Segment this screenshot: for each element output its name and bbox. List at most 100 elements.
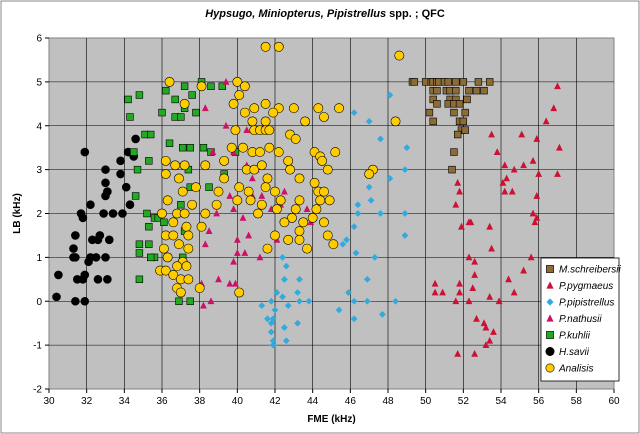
data-point bbox=[157, 208, 167, 219]
data-point bbox=[343, 236, 350, 244]
data-point bbox=[180, 82, 189, 90]
data-point bbox=[230, 205, 237, 213]
data-point bbox=[365, 183, 373, 191]
data-point bbox=[319, 217, 329, 228]
data-point bbox=[219, 173, 230, 184]
data-point bbox=[279, 253, 286, 261]
data-point bbox=[179, 98, 190, 109]
data-point bbox=[186, 297, 194, 305]
data-point bbox=[315, 195, 326, 206]
data-point bbox=[270, 186, 280, 197]
data-point bbox=[465, 297, 473, 305]
data-point bbox=[78, 275, 88, 284]
data-point bbox=[429, 117, 437, 126]
data-point bbox=[450, 148, 458, 156]
data-point bbox=[101, 191, 110, 201]
data-point bbox=[452, 78, 460, 86]
legend-marker bbox=[546, 265, 554, 273]
data-point bbox=[365, 117, 373, 125]
data-point bbox=[179, 208, 190, 219]
data-point bbox=[239, 107, 250, 118]
data-point bbox=[510, 288, 518, 296]
data-point bbox=[330, 147, 341, 157]
data-point bbox=[554, 170, 561, 177]
data-point bbox=[529, 209, 537, 217]
x-tick-label: 34 bbox=[119, 396, 131, 407]
data-point bbox=[179, 160, 190, 171]
data-point bbox=[322, 230, 333, 241]
data-point bbox=[307, 212, 318, 223]
data-point bbox=[260, 182, 271, 193]
data-point bbox=[230, 257, 237, 265]
y-tick-label: 4 bbox=[36, 121, 42, 132]
data-point bbox=[177, 201, 185, 209]
legend-marker bbox=[546, 281, 554, 289]
data-point bbox=[482, 323, 490, 331]
data-point bbox=[410, 78, 419, 86]
data-point bbox=[135, 240, 144, 248]
data-point bbox=[249, 103, 260, 114]
data-point bbox=[71, 296, 80, 306]
data-point bbox=[232, 279, 239, 287]
x-tick-label: 54 bbox=[495, 396, 507, 407]
data-point bbox=[162, 195, 173, 206]
legend-marker bbox=[545, 363, 555, 373]
data-point bbox=[433, 100, 441, 108]
plot-area bbox=[48, 37, 615, 390]
data-point bbox=[186, 143, 194, 152]
data-point bbox=[386, 91, 394, 99]
data-point bbox=[482, 341, 490, 349]
data-point bbox=[456, 288, 463, 296]
data-point bbox=[554, 82, 561, 90]
y-tick-label: 3 bbox=[36, 165, 42, 176]
data-point bbox=[287, 212, 297, 223]
data-point bbox=[164, 76, 175, 87]
data-point bbox=[439, 288, 447, 296]
data-point bbox=[465, 86, 473, 95]
data-point bbox=[256, 253, 264, 261]
data-point bbox=[101, 178, 110, 188]
data-point bbox=[452, 200, 460, 208]
data-point bbox=[116, 169, 125, 179]
data-point bbox=[78, 213, 88, 223]
data-point bbox=[207, 297, 215, 305]
data-point bbox=[454, 178, 462, 186]
data-point bbox=[233, 235, 241, 243]
data-point bbox=[205, 183, 213, 191]
y-tick-label: -2 bbox=[33, 385, 42, 396]
data-point bbox=[485, 78, 494, 86]
data-point bbox=[403, 144, 411, 152]
data-point bbox=[401, 232, 409, 239]
data-point bbox=[456, 187, 463, 195]
x-tick-label: 56 bbox=[533, 396, 545, 407]
data-point bbox=[211, 199, 222, 210]
legend-marker bbox=[545, 346, 555, 356]
data-point bbox=[200, 208, 211, 219]
data-point bbox=[377, 135, 384, 143]
data-point bbox=[52, 292, 61, 302]
data-point bbox=[425, 108, 434, 117]
data-point bbox=[230, 125, 241, 136]
data-point bbox=[294, 195, 305, 206]
data-point bbox=[294, 234, 305, 245]
data-point bbox=[290, 134, 301, 144]
data-point bbox=[188, 91, 196, 99]
data-point bbox=[377, 210, 384, 217]
data-point bbox=[84, 257, 93, 267]
data-point bbox=[207, 82, 215, 90]
data-point bbox=[247, 116, 258, 127]
data-point bbox=[279, 293, 286, 301]
data-point bbox=[124, 95, 132, 104]
data-point bbox=[503, 174, 511, 182]
data-point bbox=[465, 253, 473, 261]
y-tick-label: 1 bbox=[36, 253, 42, 264]
data-point bbox=[219, 155, 230, 166]
x-tick-label: 50 bbox=[420, 396, 432, 407]
data-point bbox=[433, 86, 441, 95]
data-point bbox=[270, 230, 280, 241]
x-tick-label: 38 bbox=[194, 396, 206, 407]
data-point bbox=[118, 209, 127, 218]
data-point bbox=[328, 239, 339, 250]
data-point bbox=[222, 77, 230, 85]
data-point bbox=[162, 86, 170, 95]
